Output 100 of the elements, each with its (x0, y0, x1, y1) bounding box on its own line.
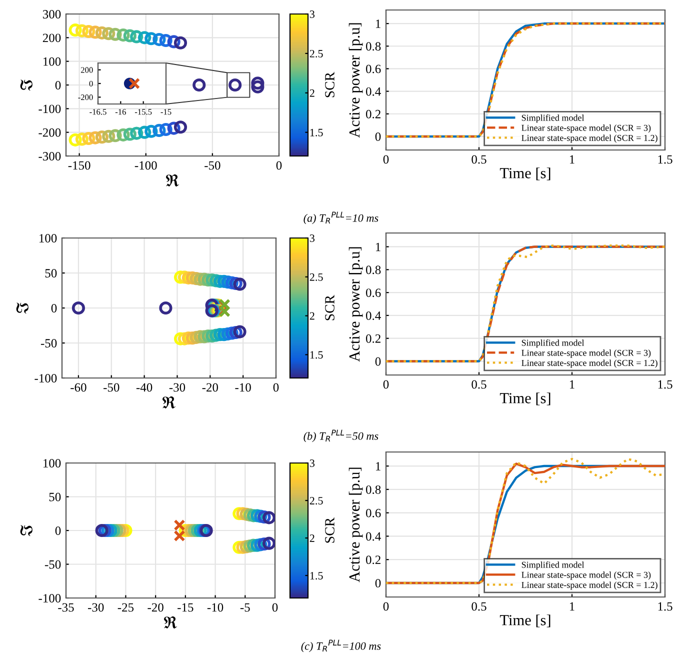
color-bar-label: 3 (310, 10, 315, 18)
x-tick-label: -5 (240, 603, 250, 612)
x-tick-label: 1 (570, 155, 574, 164)
y-tick-label: 200 (42, 34, 61, 42)
y-tick-label: 0 (89, 80, 93, 86)
x-tick-label: -150 (68, 161, 90, 170)
x-tick-label: 1 (570, 380, 574, 389)
x-tick-label: 0.5 (472, 602, 486, 611)
legend-label: Simplified model (522, 561, 584, 570)
y-tick-label: 0.8 (366, 42, 381, 51)
x-tick-label: -20 (202, 383, 218, 392)
color-bar-label: 2 (310, 534, 314, 542)
y-tick-label: 0.8 (366, 485, 381, 494)
color-bar-label: 2 (310, 312, 314, 320)
y-tick-label: 0 (55, 81, 61, 90)
y-tick-label: 1 (376, 20, 380, 28)
y-tick-label: 0.6 (366, 64, 381, 74)
color-bar-title: SCR (325, 294, 334, 320)
x-axis-title: ℜ (166, 174, 179, 187)
y-tick-label: -50 (44, 560, 61, 569)
y-tick-label: 100 (43, 459, 61, 468)
x-axis-title: Time [s] (500, 168, 550, 180)
x-tick-label: 0 (273, 383, 279, 392)
x-tick-label: 0 (272, 603, 278, 612)
x-tick-label: -16.5 (90, 109, 106, 115)
y-tick-label: 50 (49, 492, 61, 502)
y-axis-title: ℑ (20, 80, 32, 91)
y-axis-title: ℑ (20, 525, 32, 536)
color-bar-label: 2.5 (310, 50, 323, 58)
x-axis-title: Time [s] (500, 392, 550, 406)
x-tick-label: -10 (207, 603, 224, 612)
x-tick-label: 0 (383, 380, 389, 389)
legend-label: Simplified model (522, 114, 584, 123)
color-bar-label: 1.5 (310, 351, 323, 359)
y-tick-label: 50 (45, 269, 57, 278)
x-tick-label: -15 (160, 109, 172, 115)
y-tick-label: 0.2 (366, 556, 380, 564)
color-bar-label: 3 (310, 459, 315, 467)
y-tick-label: 0 (375, 578, 381, 588)
y-tick-label: -100 (38, 594, 61, 602)
legend-label: Linear state-space model (SCR = 1.2) (522, 582, 658, 590)
x-axis-title: ℜ (164, 616, 177, 629)
x-axis-title: ℜ (162, 396, 176, 409)
y-axis-title: Active power [p.u] (348, 247, 363, 362)
legend-label: Linear state-space model (SCR = 3) (522, 572, 651, 580)
y-tick-label: 0.2 (366, 334, 380, 343)
x-tick-label: -25 (118, 603, 134, 612)
x-tick-label: -30 (169, 383, 186, 392)
x-axis-title: Time [s] (500, 614, 550, 628)
y-tick-label: 200 (81, 67, 93, 73)
color-bar-title: SCR (325, 72, 334, 98)
x-tick-label: -100 (134, 161, 157, 170)
text: (a) T$_{R}$$^{PLL}$=10 ms (304, 212, 378, 224)
x-tick-label: 0.5 (472, 380, 486, 389)
x-tick-label: -15 (178, 603, 194, 612)
color-bar-label: 1.5 (310, 572, 323, 580)
x-tick-label: -50 (104, 383, 120, 392)
y-tick-label: 1 (376, 462, 380, 470)
color-bar-label: 3 (310, 234, 315, 242)
x-tick-label: 0.5 (472, 155, 486, 164)
y-tick-label: 0 (375, 132, 381, 141)
y-tick-label: 0 (375, 357, 381, 366)
x-tick-label: -20 (148, 603, 164, 612)
x-tick-label: -10 (235, 383, 251, 392)
y-tick-label: -50 (40, 339, 57, 348)
text: (b) T$_{R}$$^{PLL}$=50 ms (304, 430, 378, 442)
x-tick-label: -35 (58, 603, 74, 612)
y-tick-label: 0.2 (366, 110, 380, 118)
y-tick-label: 0.6 (366, 508, 381, 518)
y-tick-label: -100 (34, 374, 57, 382)
x-tick-label: 0 (383, 602, 389, 611)
x-tick-label: 1.5 (658, 602, 672, 611)
y-tick-label: 0.4 (366, 311, 381, 320)
x-tick-label: 1.5 (658, 380, 672, 389)
y-tick-label: -200 (38, 128, 61, 137)
x-tick-label: 1.5 (658, 155, 672, 164)
x-tick-label: -50 (204, 161, 220, 170)
x-tick-label: -60 (70, 383, 86, 392)
y-tick-label: 0.6 (366, 288, 381, 298)
y-axis-title: Active power [p.u] (348, 468, 363, 582)
y-tick-label: 0.4 (366, 87, 381, 96)
x-tick-label: 1 (570, 602, 574, 611)
legend-label: Linear state-space model (SCR = 3) (522, 124, 651, 133)
y-tick-label: 100 (39, 234, 57, 242)
legend-label: Simplified model (522, 339, 584, 348)
text: (c) T$_{R}$$^{PLL}$=100 ms (301, 640, 381, 652)
legend-label: Linear state-space model (SCR = 3) (522, 350, 651, 358)
color-bar-label: 2.5 (310, 496, 323, 505)
x-tick-label: -30 (88, 603, 104, 612)
x-tick-label: 0 (383, 155, 389, 164)
color-bar-title: SCR (325, 517, 334, 543)
y-tick-label: 100 (43, 57, 61, 66)
x-tick-label: -16 (115, 109, 126, 115)
y-axis-title: ℑ (16, 302, 28, 314)
y-tick-label: 0 (55, 526, 61, 535)
legend-label: Linear state-space model (SCR = 1.2) (522, 134, 658, 143)
y-tick-label: 1 (376, 242, 380, 252)
y-tick-label: 0 (51, 304, 57, 312)
y-tick-label: -200 (78, 94, 93, 100)
y-axis-title: Active power [p.u] (348, 23, 363, 138)
